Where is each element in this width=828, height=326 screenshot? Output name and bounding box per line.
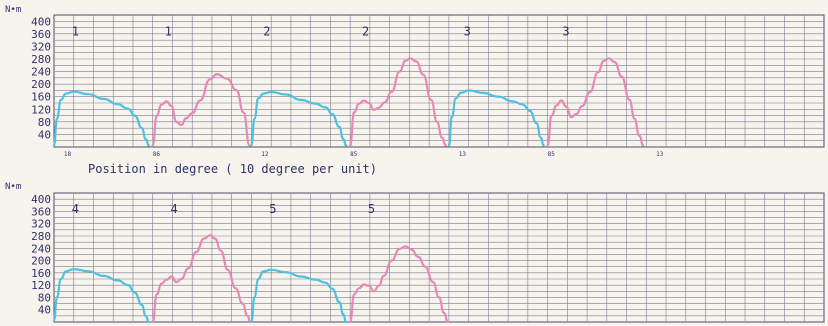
top-y-tick-label: 40 <box>38 128 51 141</box>
top-panel: N•m Position in degree ( 10 degree per u… <box>5 5 825 176</box>
bottom-push-torque-curve <box>52 268 150 324</box>
top-x-tick-label: 85 <box>350 151 358 158</box>
bottom-pull-torque-curve <box>151 234 252 324</box>
bottom-cycle-label: 4 <box>170 202 177 216</box>
top-y-unit-label: N•m <box>5 5 21 15</box>
top-cycle-label: 2 <box>362 24 369 38</box>
top-y-tick-label: 80 <box>38 116 51 129</box>
bottom-y-tick-label: 160 <box>31 267 51 280</box>
top-x-axis-caption: Position in degree ( 10 degree per unit) <box>88 162 377 176</box>
top-x-tick-label: 18 <box>64 151 72 158</box>
bottom-cycle-label: 5 <box>269 202 276 216</box>
bottom-y-tick-label: 400 <box>31 193 51 206</box>
bottom-y-tick-label: 120 <box>31 279 51 292</box>
top-cycle-label: 3 <box>562 24 569 38</box>
top-pull-torque-curve <box>546 57 645 147</box>
bottom-y-tick-label: 80 <box>38 291 51 304</box>
top-cycle-label: 3 <box>464 24 471 38</box>
bottom-pull-torque-curve <box>349 245 449 324</box>
top-pull-torque-curve <box>151 73 251 147</box>
top-x-tick-label: 86 <box>153 151 161 158</box>
bottom-y-unit-label: N•m <box>5 182 21 192</box>
top-x-tick-label: 13 <box>656 151 664 158</box>
top-pull-torque-curve <box>349 57 447 147</box>
bottom-cycle-label: 5 <box>368 202 375 216</box>
bottom-plot-frame <box>53 192 825 323</box>
top-plot-frame <box>53 14 825 148</box>
top-y-tick-label: 160 <box>31 91 51 104</box>
top-cycle-label: 1 <box>165 24 172 38</box>
top-push-torque-curve <box>250 90 348 147</box>
top-x-tick-label: 12 <box>261 151 269 158</box>
bottom-y-tick-label: 200 <box>31 255 51 268</box>
top-y-tick-label: 240 <box>31 66 51 79</box>
bottom-y-tick-label: 320 <box>31 218 51 231</box>
bottom-y-tick-label: 360 <box>31 205 51 218</box>
top-cycle-label: 1 <box>72 24 79 38</box>
top-y-tick-label: 400 <box>31 15 51 28</box>
bottom-y-tick-label: 240 <box>31 242 51 255</box>
top-x-tick-label: 13 <box>459 151 467 158</box>
top-y-tick-label: 320 <box>31 40 51 53</box>
top-push-torque-curve <box>52 90 150 147</box>
top-cycle-label: 2 <box>263 24 270 38</box>
bottom-y-tick-label: 40 <box>38 304 51 317</box>
top-y-tick-label: 120 <box>31 103 51 116</box>
top-y-tick-label: 360 <box>31 28 51 41</box>
bottom-y-tick-label: 280 <box>31 230 51 243</box>
bottom-cycle-label: 4 <box>72 202 79 216</box>
top-push-torque-curve <box>447 89 545 147</box>
top-x-tick-label: 85 <box>548 151 556 158</box>
top-y-tick-label: 280 <box>31 53 51 66</box>
top-y-tick-label: 200 <box>31 78 51 91</box>
bottom-push-torque-curve <box>250 268 348 324</box>
